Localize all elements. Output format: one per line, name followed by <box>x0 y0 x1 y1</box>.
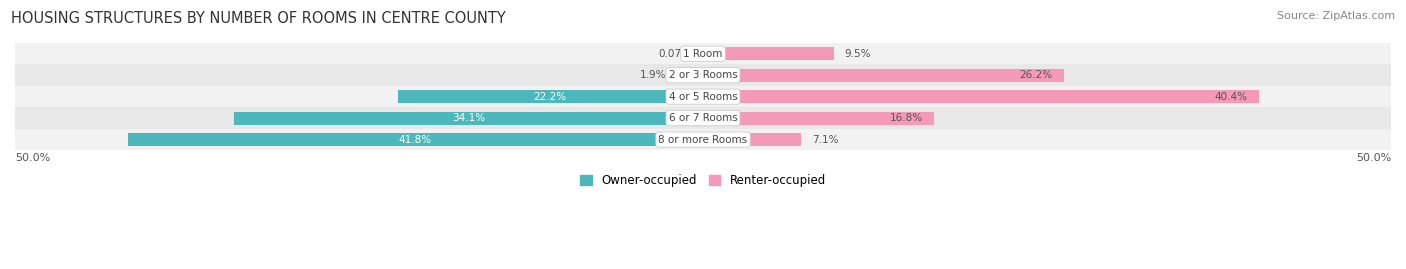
Text: 1 Room: 1 Room <box>683 49 723 59</box>
Bar <box>703 133 800 146</box>
Bar <box>15 107 1391 129</box>
Text: 22.2%: 22.2% <box>534 92 567 102</box>
Bar <box>703 112 934 125</box>
Bar <box>676 69 703 82</box>
Bar <box>15 129 1391 150</box>
Bar <box>703 90 1258 103</box>
Bar <box>398 90 703 103</box>
Text: HOUSING STRUCTURES BY NUMBER OF ROOMS IN CENTRE COUNTY: HOUSING STRUCTURES BY NUMBER OF ROOMS IN… <box>11 11 506 26</box>
Text: 41.8%: 41.8% <box>399 134 432 144</box>
Text: Source: ZipAtlas.com: Source: ZipAtlas.com <box>1277 11 1395 21</box>
Bar <box>15 86 1391 107</box>
Text: 16.8%: 16.8% <box>890 113 924 123</box>
Text: 7.1%: 7.1% <box>811 134 838 144</box>
Text: 8 or more Rooms: 8 or more Rooms <box>658 134 748 144</box>
Text: 40.4%: 40.4% <box>1215 92 1249 102</box>
Text: 4 or 5 Rooms: 4 or 5 Rooms <box>669 92 737 102</box>
Text: 1.9%: 1.9% <box>640 70 666 80</box>
Bar <box>233 112 703 125</box>
Text: 6 or 7 Rooms: 6 or 7 Rooms <box>669 113 737 123</box>
Text: 34.1%: 34.1% <box>451 113 485 123</box>
Text: 2 or 3 Rooms: 2 or 3 Rooms <box>669 70 737 80</box>
Legend: Owner-occupied, Renter-occupied: Owner-occupied, Renter-occupied <box>575 169 831 192</box>
Bar <box>15 65 1391 86</box>
Text: 50.0%: 50.0% <box>15 153 51 163</box>
Bar <box>15 43 1391 65</box>
Text: 50.0%: 50.0% <box>1355 153 1391 163</box>
Bar <box>128 133 703 146</box>
Bar <box>703 47 834 60</box>
Text: 9.5%: 9.5% <box>845 49 872 59</box>
Text: 26.2%: 26.2% <box>1019 70 1053 80</box>
Bar <box>703 69 1063 82</box>
Text: 0.07%: 0.07% <box>658 49 690 59</box>
